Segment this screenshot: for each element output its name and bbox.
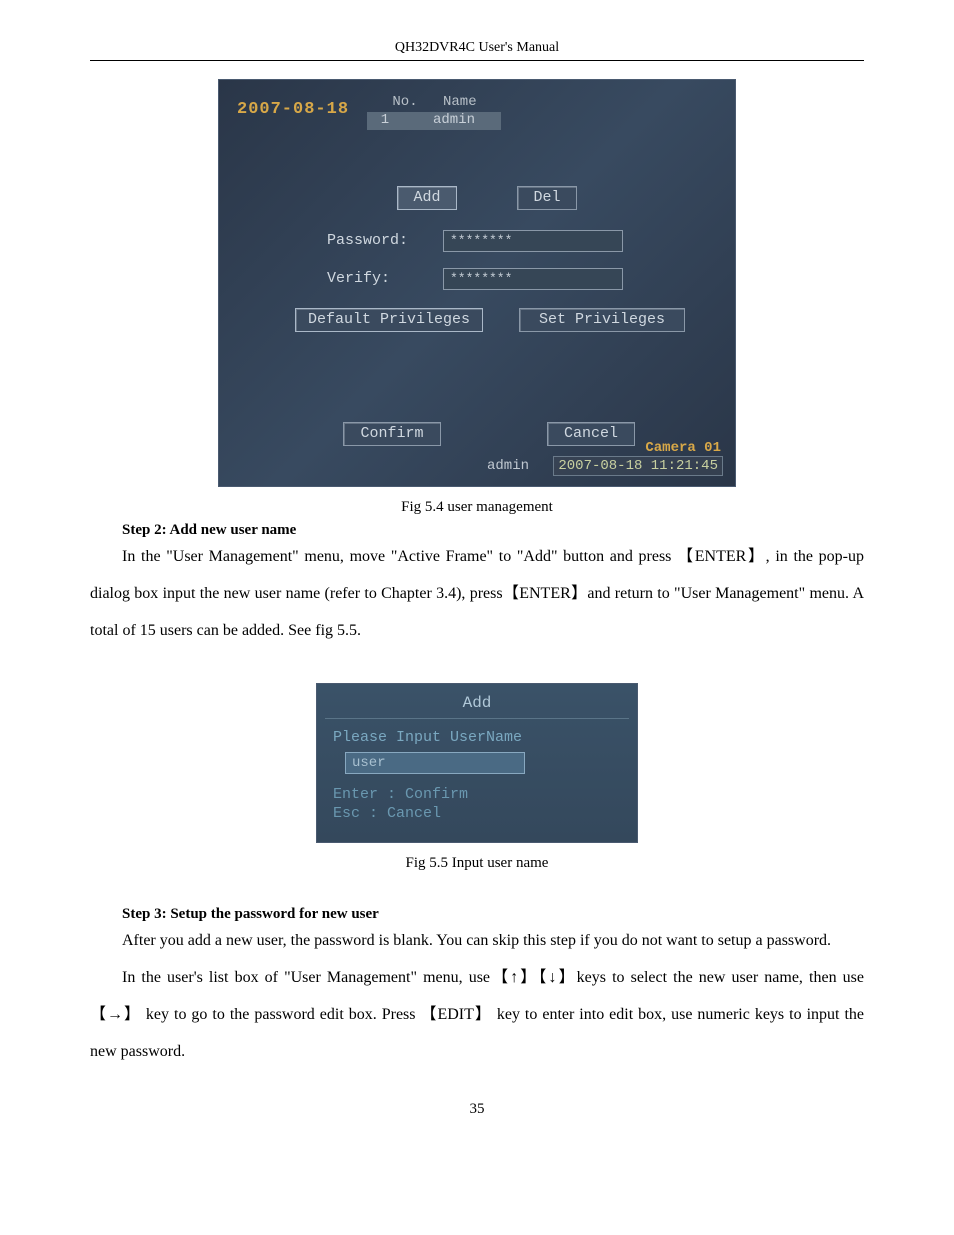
dialog-hint-enter: Enter : Confirm [333, 786, 637, 803]
step2-text: In the "User Management" menu, move "Act… [90, 548, 864, 639]
cancel-button[interactable]: Cancel [547, 422, 635, 446]
password-label: Password: [327, 232, 408, 249]
osd-timestamp: 2007-08-18 11:21:45 [553, 456, 723, 476]
step3-text1: After you add a new user, the password i… [122, 932, 831, 949]
osd-date: 2007-08-18 [237, 100, 349, 119]
step2-paragraph: In the "User Management" menu, move "Act… [90, 539, 864, 649]
fig-5-5-screenshot: Add Please Input UserName user Enter : C… [316, 683, 638, 843]
page-number: 35 [90, 1101, 864, 1118]
userlist-row-no: 1 [367, 112, 403, 130]
confirm-button[interactable]: Confirm [343, 422, 441, 446]
verify-input[interactable]: ******** [443, 268, 623, 290]
userlist-col-name: Name [443, 94, 477, 110]
step3-para1: After you add a new user, the password i… [90, 923, 864, 960]
set-privileges-button[interactable]: Set Privileges [519, 308, 685, 332]
dialog-prompt: Please Input UserName [333, 729, 637, 746]
userlist-row-name: admin [403, 112, 475, 130]
step3-heading: Step 3: Setup the password for new user [122, 906, 864, 923]
fig-5-5-caption: Fig 5.5 Input user name [90, 855, 864, 872]
dialog-hint-esc: Esc : Cancel [333, 805, 637, 822]
step3-para2: In the user's list box of "User Manageme… [90, 960, 864, 1070]
userlist-row-selected[interactable]: 1 admin [367, 112, 501, 130]
fig-5-4-caption: Fig 5.4 user management [90, 499, 864, 516]
page-header: QH32DVR4C User's Manual [90, 40, 864, 61]
dialog-title: Add [317, 684, 637, 712]
del-button[interactable]: Del [517, 186, 577, 210]
dialog-divider [325, 718, 629, 719]
username-input[interactable]: user [345, 752, 525, 774]
fig-5-4-screenshot: 2007-08-18 No. Name 1 admin Add Del Pass… [218, 79, 736, 487]
password-input[interactable]: ******** [443, 230, 623, 252]
userlist-col-no: No. [375, 94, 435, 110]
default-privileges-button[interactable]: Default Privileges [295, 308, 483, 332]
verify-label: Verify: [327, 270, 390, 287]
osd-current-user: admin [487, 458, 529, 474]
step2-heading: Step 2: Add new user name [122, 522, 864, 539]
osd-camera: Camera 01 [645, 440, 721, 456]
step3-text2: In the user's list box of "User Manageme… [90, 969, 864, 1060]
add-button[interactable]: Add [397, 186, 457, 210]
